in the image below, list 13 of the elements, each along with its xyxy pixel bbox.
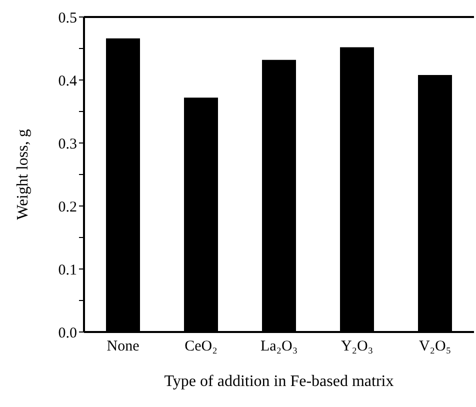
- y-tick-label: 0.0: [58, 325, 77, 342]
- x-axis-title: Type of addition in Fe-based matrix: [164, 373, 394, 390]
- x-tick-label: None: [106, 338, 140, 355]
- x-tick-label: La₂O₃: [260, 338, 298, 355]
- y-tick-label: 0.3: [58, 136, 77, 152]
- y-tick-label: 0.1: [58, 262, 77, 278]
- x-tick-label: V₂O₅: [418, 338, 452, 355]
- y-axis-title: Weight loss, g: [14, 129, 32, 220]
- y-tick-label: 0.5: [58, 10, 77, 26]
- y-tick-label: 0.2: [58, 199, 77, 216]
- y-tick-label: 0.4: [58, 73, 78, 90]
- x-tick-label: Y₂O₃: [340, 338, 374, 355]
- x-tick-label: CeO₂: [184, 338, 218, 355]
